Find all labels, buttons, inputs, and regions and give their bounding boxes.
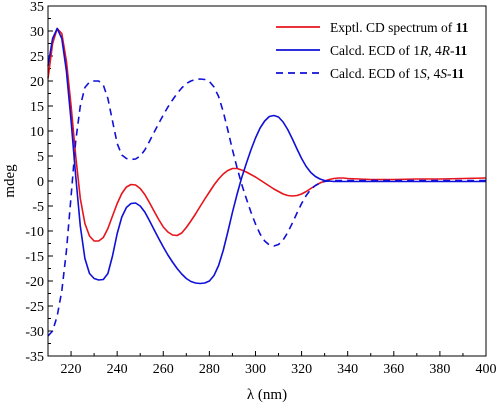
legend-label-part: S	[420, 66, 427, 81]
y-tick-label: 30	[30, 25, 44, 40]
legend-label-part: 11	[455, 43, 468, 58]
series-line-exptl-cd-spectrum-of-11	[47, 27, 487, 242]
legend-label-part: -	[450, 43, 455, 58]
y-tick-label: -20	[25, 275, 44, 290]
series-line-calcd-ecd-of-1s-4s-11	[47, 78, 486, 337]
y-axis-title: mdeg	[2, 164, 18, 198]
x-axis-title: λ (nm)	[247, 387, 287, 403]
legend-label-part: , 4	[427, 66, 441, 81]
y-tick-label: 0	[37, 175, 44, 190]
x-tick-label: 400	[476, 362, 497, 377]
y-tick-label: 15	[30, 100, 44, 115]
x-tick-label: 320	[291, 362, 312, 377]
y-tick-label: -15	[25, 250, 44, 265]
legend-label-part: Calcd. ECD of 1	[330, 66, 420, 81]
x-tick-label: 220	[61, 362, 82, 377]
y-tick-label: -25	[25, 300, 44, 315]
x-tick-label: 340	[337, 362, 358, 377]
legend-label-part: S	[440, 66, 447, 81]
legend-label-part: R	[441, 43, 451, 58]
legend-label: Calcd. ECD of 1R, 4R-11	[330, 43, 468, 58]
y-tick-label: 35	[30, 0, 44, 15]
legend-label-part: 11	[452, 66, 465, 81]
y-tick-label: -30	[25, 325, 44, 340]
legend-label: Calcd. ECD of 1S, 4S-11	[330, 66, 465, 81]
legend-label-part: , 4	[428, 43, 442, 58]
x-tick-label: 360	[383, 362, 404, 377]
y-tick-label: 25	[30, 50, 44, 65]
legend-label-part: Exptl. CD spectrum of	[330, 20, 456, 35]
y-tick-label: -10	[25, 225, 44, 240]
legend-label-part: 11	[456, 20, 469, 35]
x-tick-label: 300	[245, 362, 266, 377]
x-tick-label: 240	[107, 362, 128, 377]
y-tick-label: 10	[30, 125, 44, 140]
x-axis-ticks: 220 240 260 280 300 320 340 360 380 400	[47, 351, 497, 377]
x-tick-label: 380	[429, 362, 450, 377]
plot-frame	[47, 5, 487, 357]
series-line-calcd-ecd-of-1r-4r-11	[47, 27, 486, 285]
legend-label-part: -	[447, 66, 452, 81]
legend-label: Exptl. CD spectrum of 11	[330, 20, 469, 35]
y-axis-ticks: -35 -30 -25 -20 -15 -10 -5 0 5 10 15 20 25 30 35	[25, 0, 53, 365]
x-tick-label: 260	[153, 362, 174, 377]
legend-label-part: Calcd. ECD of 1	[330, 43, 420, 58]
y-tick-label: 20	[30, 75, 44, 90]
y-tick-label: -35	[25, 350, 44, 365]
y-tick-label: -5	[32, 200, 44, 215]
x-tick-label: 280	[199, 362, 220, 377]
legend-label-part: R	[419, 43, 429, 58]
y-tick-label: 5	[37, 150, 44, 165]
series-layer	[47, 27, 487, 337]
